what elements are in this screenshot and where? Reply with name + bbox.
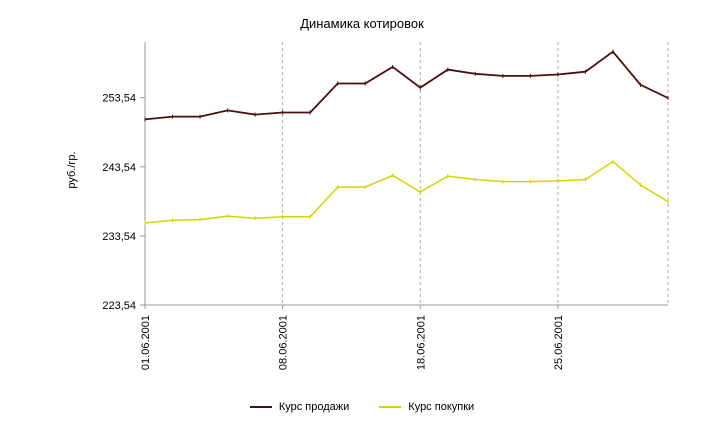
y-tick-label: 243,54 — [102, 162, 136, 174]
chart-title: Динамика котировок — [300, 16, 424, 31]
buy-series-label: Курс покупки — [408, 401, 475, 413]
x-tick-label: 25.06.2001 — [553, 315, 565, 370]
series-line-1 — [144, 160, 669, 224]
sell-line-swatch — [249, 406, 272, 408]
y-tick-label: 223,54 — [102, 300, 136, 312]
x-tick-label: 18.06.2001 — [415, 315, 427, 370]
legend-item-sell: Курс продажи — [249, 401, 350, 413]
line-chart-plot-area: 223,54 233,54 243,54 253,54 01.06.2001 08.06.… — [102, 42, 669, 370]
x-tick-label: 01.06.2001 — [140, 315, 152, 370]
legend-item-buy: Курс покупки — [379, 401, 474, 413]
x-tick-label: 08.06.2001 — [278, 315, 290, 370]
buy-line-swatch — [379, 406, 402, 408]
y-tick-label: 253,54 — [102, 93, 136, 105]
y-tick-label: 233,54 — [102, 231, 136, 243]
sell-series-label: Курс продажи — [278, 401, 350, 413]
series-line-0 — [144, 50, 669, 121]
legend: Курс продажи Курс покупки — [0, 401, 724, 413]
